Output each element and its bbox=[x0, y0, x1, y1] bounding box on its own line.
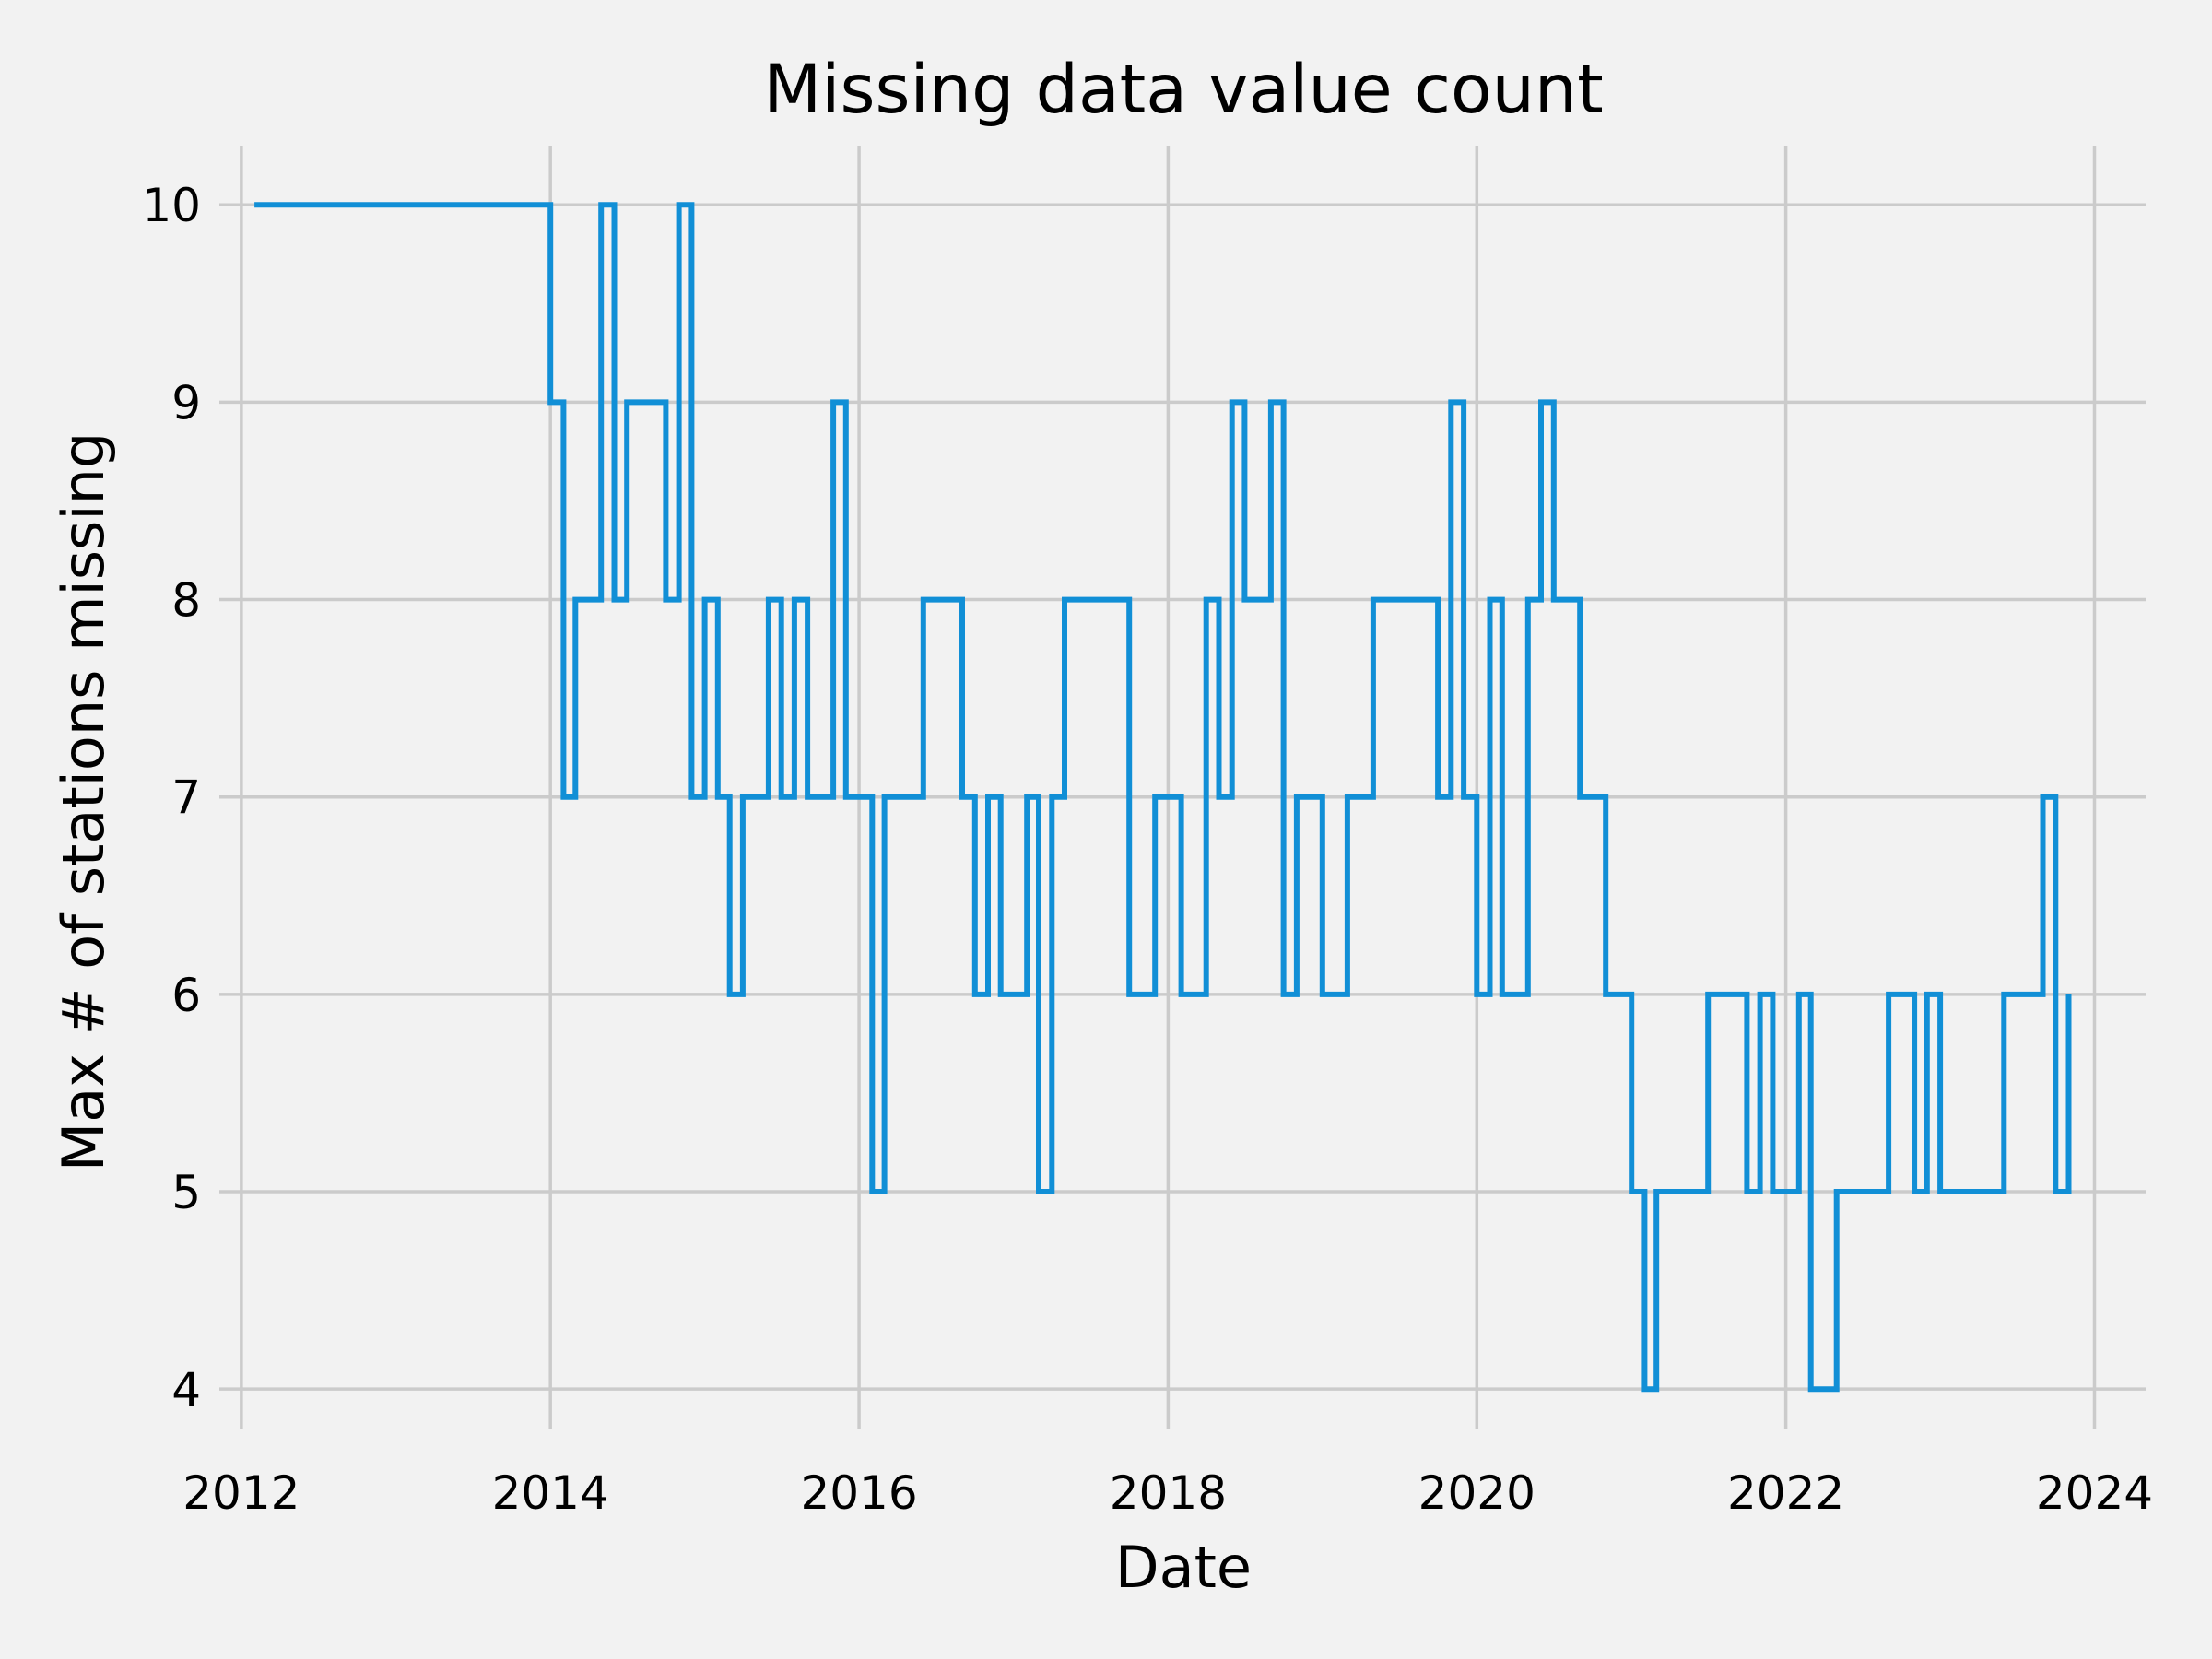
x-tick-label: 2020 bbox=[1418, 1466, 1535, 1520]
y-tick-label: 6 bbox=[171, 969, 201, 1022]
y-tick-label: 10 bbox=[142, 179, 201, 232]
y-tick-label: 9 bbox=[171, 376, 201, 429]
x-tick-label: 2016 bbox=[800, 1466, 917, 1520]
y-tick-label: 4 bbox=[171, 1363, 201, 1417]
y-tick-label: 5 bbox=[171, 1166, 201, 1219]
x-tick-label: 2014 bbox=[492, 1466, 609, 1520]
x-tick-label: 2022 bbox=[1727, 1466, 1844, 1520]
series-line bbox=[254, 202, 2072, 1393]
tick-labels: 2012 2014 2016 2018 2020 2022 2024 4 5 6 7 8 9 10 bbox=[142, 179, 2153, 1520]
series-layer bbox=[254, 202, 2072, 1393]
chart-title: Missing data value count bbox=[763, 51, 1604, 129]
y-tick-label: 7 bbox=[171, 771, 201, 825]
x-axis-label: Date bbox=[1115, 1534, 1252, 1601]
y-axis-label: Max # of stations missing bbox=[50, 432, 117, 1172]
y-tick-label: 8 bbox=[171, 574, 201, 628]
x-tick-label: 2024 bbox=[2036, 1466, 2153, 1520]
grid-layer bbox=[219, 146, 2146, 1429]
x-tick-label: 2012 bbox=[182, 1466, 300, 1520]
x-tick-label: 2018 bbox=[1110, 1466, 1227, 1520]
